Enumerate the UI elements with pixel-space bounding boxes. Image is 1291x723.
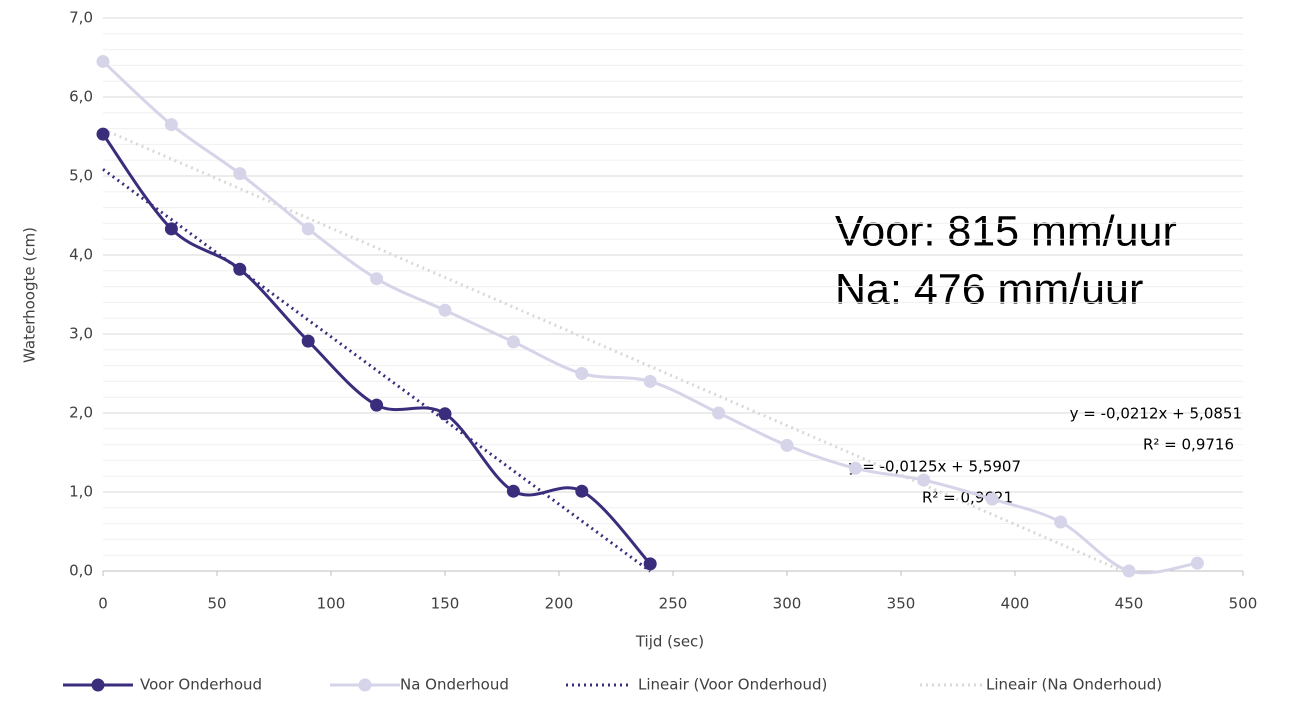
y-tick-label: 4,0	[69, 246, 93, 264]
data-point	[780, 438, 794, 452]
trendline-equation: y = -0,0212x + 5,0851	[1070, 405, 1242, 423]
trendline-r2: R² = 0,9716	[1143, 436, 1234, 454]
data-point	[438, 303, 452, 317]
data-point	[301, 334, 315, 348]
data-point	[575, 367, 589, 380]
data-point	[575, 484, 589, 498]
data-point	[301, 222, 315, 236]
legend-label: Lineair (Voor Onderhoud)	[638, 676, 827, 694]
x-tick-label: 300	[773, 595, 802, 613]
trendline	[102, 127, 1123, 573]
trendline-equation: y = -0,0125x + 5,5907	[849, 458, 1021, 476]
legend-marker	[91, 678, 105, 692]
x-tick-label: 450	[1115, 595, 1144, 613]
data-point	[1190, 556, 1204, 570]
data-point	[643, 374, 657, 388]
data-point	[233, 262, 247, 276]
legend-label: Voor Onderhoud	[140, 676, 262, 694]
data-point	[917, 473, 931, 487]
x-tick-label: 200	[545, 595, 574, 613]
data-point	[985, 492, 999, 506]
trendline	[102, 168, 652, 573]
x-tick-label: 100	[317, 595, 346, 613]
x-tick-label: 350	[887, 595, 916, 613]
data-point	[643, 557, 657, 571]
x-tick-label: 50	[207, 595, 226, 613]
x-tick-label: 0	[98, 595, 108, 613]
data-point	[370, 272, 384, 286]
annotation: Voor: 815 mm/uur	[835, 207, 1177, 255]
legend-label: Na Onderhoud	[400, 676, 509, 694]
y-axis-title: Waterhoogte (cm)	[21, 227, 39, 363]
series-line	[101, 60, 1198, 575]
x-tick-label: 150	[431, 595, 460, 613]
y-tick-label: 5,0	[69, 167, 93, 185]
legend-label: Lineair (Na Onderhoud)	[986, 676, 1162, 694]
y-tick-label: 3,0	[69, 325, 93, 343]
x-axis-title: Tijd (sec)	[635, 633, 704, 651]
data-point	[96, 127, 110, 141]
data-point	[1054, 515, 1068, 529]
y-tick-label: 1,0	[69, 483, 93, 501]
data-point	[370, 398, 384, 412]
legend-marker	[358, 678, 372, 692]
annotation: Na: 476 mm/uur	[835, 265, 1143, 313]
data-point	[506, 484, 520, 498]
data-point	[848, 461, 862, 475]
y-tick-label: 0,0	[69, 562, 93, 580]
data-point	[96, 54, 110, 68]
data-point	[164, 118, 178, 132]
data-point	[712, 406, 726, 420]
data-point	[438, 407, 452, 421]
data-point	[164, 222, 178, 236]
x-tick-label: 400	[1001, 595, 1030, 613]
series-line	[101, 133, 652, 565]
data-point	[233, 167, 247, 181]
x-tick-label: 250	[659, 595, 688, 613]
y-tick-label: 2,0	[69, 404, 93, 422]
y-tick-label: 7,0	[69, 9, 93, 27]
x-tick-label: 500	[1229, 595, 1258, 613]
data-point	[506, 335, 520, 349]
data-point	[1122, 564, 1136, 578]
y-tick-label: 6,0	[69, 88, 93, 106]
